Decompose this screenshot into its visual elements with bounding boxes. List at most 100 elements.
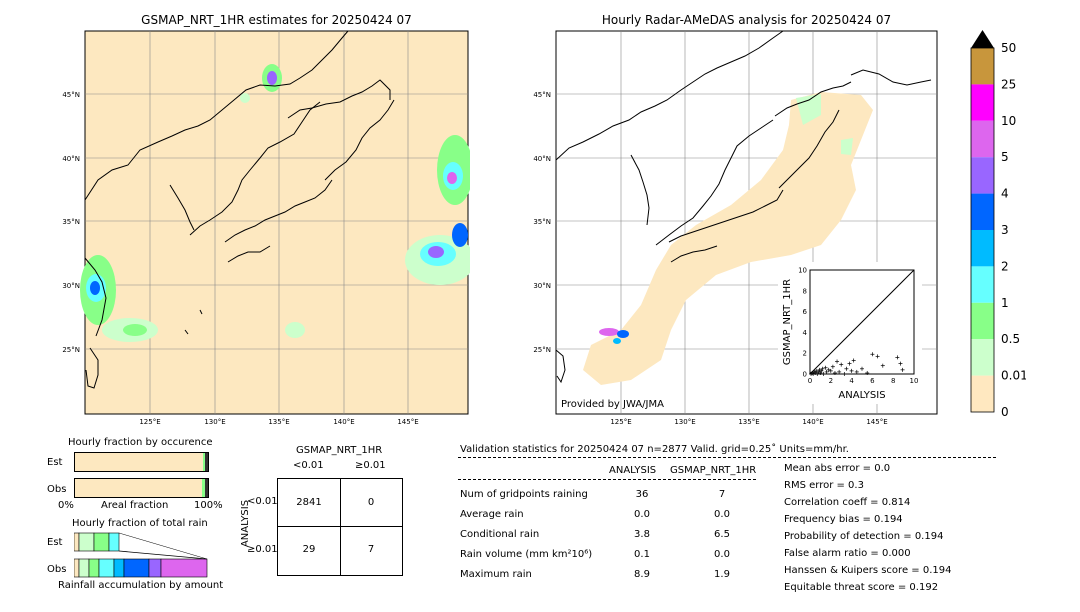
occurrence-est-bar bbox=[74, 452, 209, 472]
scatter-point bbox=[819, 368, 824, 373]
scatter-point bbox=[813, 370, 818, 375]
score-line: Probability of detection = 0.194 bbox=[784, 531, 944, 542]
scatter-point bbox=[900, 367, 905, 372]
scatter-points bbox=[809, 352, 905, 376]
left-lon-tick: 140°E bbox=[333, 418, 354, 426]
colorbar-swatch bbox=[971, 48, 994, 85]
colorbar-label: 4 bbox=[1001, 187, 1009, 201]
stat-gsmap: 6.5 bbox=[714, 529, 730, 540]
left-map-grid bbox=[85, 31, 468, 414]
colorbar-swatch bbox=[971, 339, 994, 376]
scatter-point bbox=[839, 362, 844, 367]
contingency-cell: 7 bbox=[367, 544, 375, 555]
stat-analysis: 8.9 bbox=[634, 569, 650, 580]
scatter-point bbox=[865, 370, 870, 375]
total-rain-title: Hourly fraction of total rain bbox=[72, 518, 208, 529]
left-lat-tick: 40°N bbox=[62, 155, 80, 163]
scatter-x-tick: 4 bbox=[849, 377, 854, 385]
contingency-col-lt: <0.01 bbox=[293, 460, 324, 471]
left-lon-tick: 135°E bbox=[268, 418, 289, 426]
stat-analysis: 3.8 bbox=[634, 529, 650, 540]
colorbar-frame bbox=[970, 47, 995, 413]
colorbar-swatch bbox=[971, 120, 994, 158]
stat-label: Average rain bbox=[460, 509, 524, 520]
right-lon-tick: 130°E bbox=[674, 418, 695, 426]
right-heavy-rain bbox=[613, 338, 621, 344]
score-line: Correlation coeff = 0.814 bbox=[784, 497, 911, 508]
scatter-point bbox=[849, 368, 854, 373]
scatter-ylabel: GSMAP_NRT_1HR bbox=[782, 279, 793, 365]
colorbar-labels: 50 25 10 5 4 3 2 1 0.5 0.01 0 bbox=[1001, 41, 1026, 418]
scatter-point bbox=[814, 368, 819, 373]
score-line: Equitable threat score = 0.192 bbox=[784, 582, 939, 593]
score-line: Frequency bias = 0.194 bbox=[784, 514, 903, 525]
colorbar: 50 25 10 5 4 3 2 1 0.5 0.01 0 bbox=[970, 30, 1026, 418]
left-lat-tick: 25°N bbox=[62, 346, 80, 354]
right-heavy-rain bbox=[617, 330, 629, 338]
colorbar-label: 0 bbox=[1001, 405, 1009, 418]
colorbar-swatch bbox=[971, 230, 994, 267]
score-line: Mean abs error = 0.0 bbox=[784, 463, 891, 474]
right-light-rain bbox=[841, 138, 853, 155]
occurrence-axis-mid: Areal fraction bbox=[101, 500, 169, 511]
scatter-ticks: 00 2 2 4 4 6 6 8 8 10 10 bbox=[798, 267, 918, 386]
stat-gsmap: 0.0 bbox=[714, 509, 730, 520]
left-coastlines bbox=[84, 30, 395, 389]
stat-gsmap: 7 bbox=[718, 489, 726, 500]
score-line: Hanssen & Kuipers score = 0.194 bbox=[784, 565, 952, 576]
scatter-y-tick: 10 bbox=[798, 267, 807, 275]
occurrence-obs-label: Obs bbox=[47, 484, 67, 495]
occurrence-est-label: Est bbox=[47, 457, 63, 468]
total-rain-axis-label: Rainfall accumulation by amount bbox=[58, 580, 224, 591]
contingency-cell: 0 bbox=[367, 497, 375, 508]
scatter-point bbox=[835, 359, 840, 364]
scatter-point bbox=[860, 366, 864, 371]
colorbar-label: 50 bbox=[1001, 41, 1016, 55]
colorbar-extend-arrow bbox=[971, 30, 994, 48]
occurrence-axis-left: 0% bbox=[58, 500, 74, 511]
right-lon-tick: 145°E bbox=[866, 418, 887, 426]
scatter-point bbox=[830, 364, 835, 369]
colorbar-label: 3 bbox=[1001, 223, 1009, 237]
scatter-point bbox=[854, 369, 859, 374]
scatter-point bbox=[826, 367, 831, 372]
scatter-point bbox=[820, 366, 825, 371]
colorbar-swatch bbox=[971, 266, 994, 303]
scatter-x-tick: 10 bbox=[910, 377, 919, 385]
left-lon-tick: 145°E bbox=[397, 418, 418, 426]
left-lon-tick: 130°E bbox=[204, 418, 225, 426]
stat-analysis: 0.0 bbox=[634, 509, 650, 520]
scatter-point bbox=[824, 369, 829, 374]
scatter-point bbox=[870, 352, 875, 357]
colorbar-swatch bbox=[971, 84, 994, 121]
occurrence-est-edge bbox=[205, 453, 208, 471]
colorbar-label: 5 bbox=[1001, 150, 1009, 164]
colorbar-label: 0.01 bbox=[1001, 369, 1026, 383]
scatter-point bbox=[828, 368, 833, 373]
scatter-point bbox=[817, 367, 822, 372]
scatter-point bbox=[844, 366, 849, 371]
scatter-y-tick: 0 bbox=[803, 371, 807, 379]
scatter-point bbox=[898, 361, 903, 366]
occurrence-title: Hourly fraction by occurence bbox=[68, 437, 213, 448]
right-map-ticks: 45°N 40°N 35°N 30°N 25°N 125°E 130°E 135… bbox=[533, 91, 887, 426]
scatter-x-tick: 0 bbox=[808, 377, 812, 385]
occurrence-obs-edge bbox=[205, 479, 208, 497]
scatter-point bbox=[815, 372, 820, 376]
scatter-point bbox=[851, 358, 856, 363]
scatter-point bbox=[847, 361, 852, 366]
occurrence-est-fill bbox=[203, 453, 205, 471]
credit-text: Provided by JWA/JMA bbox=[561, 399, 664, 410]
right-lat-tick: 30°N bbox=[533, 282, 551, 290]
left-map-ticks: 45°N 40°N 35°N 30°N 25°N 125°E 130°E 135… bbox=[62, 91, 418, 426]
colorbar-label: 2 bbox=[1001, 259, 1009, 273]
score-line: RMS error = 0.3 bbox=[784, 480, 864, 491]
left-map-title: GSMAP_NRT_1HR estimates for 20250424 07 bbox=[141, 13, 412, 27]
left-lat-tick: 35°N bbox=[62, 218, 80, 226]
occurrence-obs-bar bbox=[74, 478, 209, 498]
stat-analysis: 36 bbox=[635, 489, 649, 500]
colorbar-label: 0.5 bbox=[1001, 332, 1020, 346]
colorbar-label: 1 bbox=[1001, 296, 1009, 310]
scatter-inset: 00 2 2 4 4 6 6 8 8 10 10 ANALYSIS GSMAP_NRT_1HR bbox=[778, 262, 922, 404]
scatter-point bbox=[818, 370, 823, 375]
